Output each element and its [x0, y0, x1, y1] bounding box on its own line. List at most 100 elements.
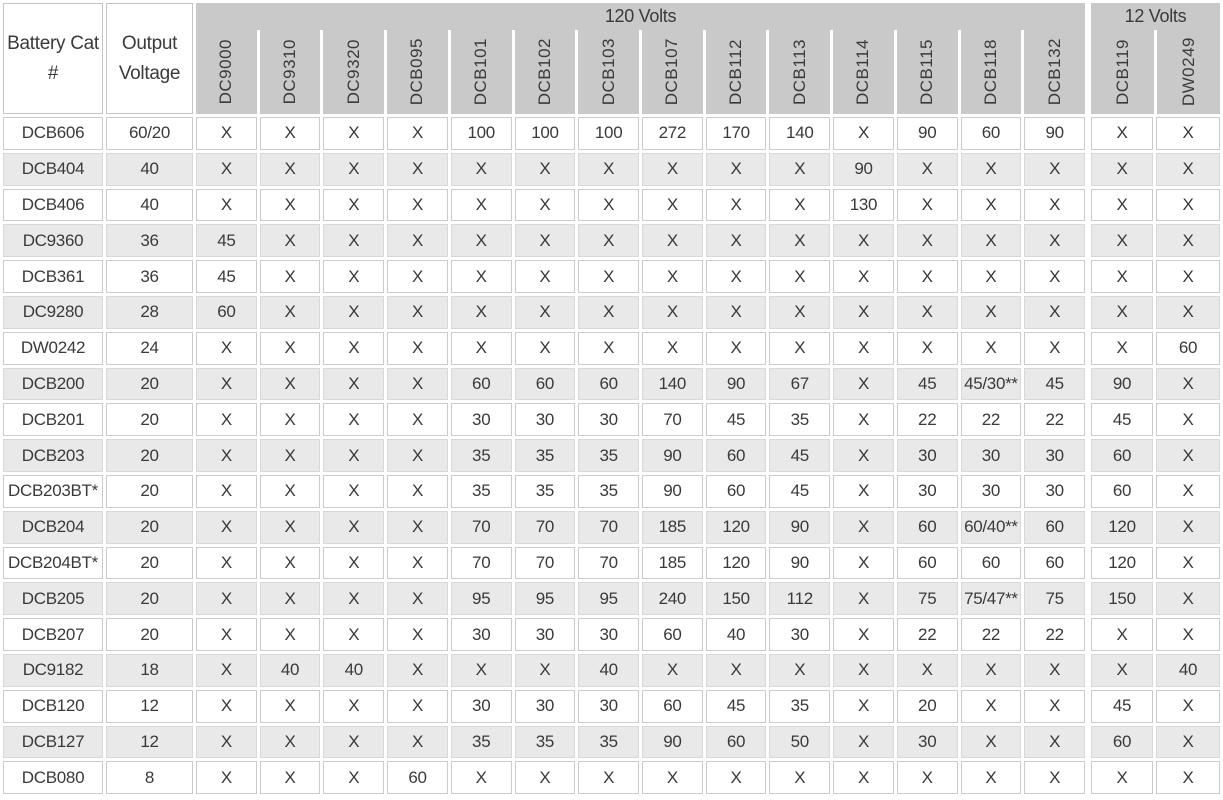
charge-time-cell: X: [450, 152, 512, 186]
charge-time-cell: X: [196, 403, 257, 437]
charge-time-cell: 60: [196, 295, 257, 329]
charge-time-cell: X: [1156, 188, 1220, 222]
column-header-label: DC9310: [280, 39, 300, 105]
charge-time-cell: X: [259, 546, 321, 580]
charge-time-cell: X: [1091, 295, 1153, 329]
charge-time-cell: 60: [1024, 510, 1085, 544]
charge-time-cell: X: [387, 439, 448, 472]
table-row-dcb361: DCB361 36 45 X X X X X X X X X X X X X X X: [3, 260, 1220, 293]
charge-time-cell: 45: [705, 689, 767, 723]
group-120-volts-columns: DC9000 DC9310 DC9320 DCB095 DCB101 DCB102 DCB1…: [196, 30, 1085, 114]
charge-time-cell: 140: [642, 367, 703, 401]
charge-time-cell: X: [387, 725, 448, 759]
column-header-label: DCB095: [407, 38, 427, 106]
column-header-label: DC9320: [343, 39, 363, 105]
charge-time-cell: 30: [960, 474, 1022, 508]
charge-time-cell: 22: [960, 618, 1022, 651]
charge-time-cell: 100: [578, 117, 639, 150]
column-header-dcb112: DCB112: [705, 30, 767, 114]
battery-cat-cell: DCB606: [3, 117, 103, 150]
battery-cat-cell: DCB200: [3, 367, 103, 401]
charge-time-cell: 40: [705, 618, 767, 651]
output-voltage-cell: 20: [106, 403, 193, 437]
battery-cat-cell: DCB204: [3, 510, 103, 544]
charge-time-cell: X: [1156, 295, 1220, 329]
output-voltage-cell: 40: [106, 152, 193, 186]
charge-time-cell: X: [960, 224, 1022, 258]
battery-cat-cell: DCB205: [3, 582, 103, 616]
table-row-dc9280: DC9280 28 60 X X X X X X X X X X X X X X X: [3, 295, 1220, 329]
charge-time-cell: X: [769, 152, 831, 186]
charge-time-cell: X: [960, 260, 1022, 293]
charge-time-cell: 170: [705, 117, 767, 150]
charge-time-cell: X: [1024, 295, 1085, 329]
table-body: DCB606 60/20 X X X X 100 100 100 272 170 140 X 90 60 90…: [3, 117, 1220, 795]
column-header-dc9310: DC9310: [259, 30, 321, 114]
charge-time-cell: 35: [514, 725, 576, 759]
charge-time-cell: X: [833, 761, 894, 795]
charge-time-cell: X: [514, 761, 576, 795]
charge-time-cell: X: [196, 152, 257, 186]
column-header-label: DCB119: [1112, 39, 1132, 105]
charge-time-cell: X: [1156, 439, 1220, 472]
charge-time-cell: X: [642, 331, 703, 365]
charge-time-cell: 30: [578, 403, 639, 437]
charge-time-cell: 30: [514, 689, 576, 723]
charge-time-cell: 30: [896, 725, 958, 759]
charge-time-cell: 30: [896, 474, 958, 508]
table-row-dcb203: DCB203 20 X X X X 35 35 35 90 60 45 X 30 30 30 60 X: [3, 439, 1220, 472]
charge-time-cell: 150: [1091, 582, 1153, 616]
charge-time-cell: 35: [578, 725, 639, 759]
charge-time-cell: X: [833, 367, 894, 401]
charge-time-cell: 60: [450, 367, 512, 401]
charge-time-cell: 45: [1024, 367, 1085, 401]
charge-time-cell: X: [896, 653, 958, 687]
output-voltage-cell: 20: [106, 546, 193, 580]
charge-time-cell: 40: [578, 653, 639, 687]
charge-time-cell: X: [514, 295, 576, 329]
charge-time-cell: X: [1091, 618, 1153, 651]
charge-time-cell: 40: [1156, 653, 1220, 687]
charge-time-cell: X: [323, 725, 385, 759]
charge-time-cell: 70: [578, 546, 639, 580]
output-voltage-header: Output Voltage: [106, 3, 193, 114]
charge-time-cell: 35: [769, 403, 831, 437]
charge-time-cell: X: [323, 260, 385, 293]
charge-time-cell: X: [1156, 689, 1220, 723]
charge-time-cell: 60: [705, 474, 767, 508]
charge-time-cell: X: [259, 188, 321, 222]
charge-time-cell: X: [450, 331, 512, 365]
charge-time-cell: X: [387, 188, 448, 222]
group-120-volts: 120 Volts DC9000 DC9310 DC9320 DCB095 DCB101…: [196, 3, 1085, 114]
charge-time-cell: X: [387, 152, 448, 186]
output-voltage-cell: 20: [106, 582, 193, 616]
charge-time-cell: 67: [769, 367, 831, 401]
output-voltage-cell: 20: [106, 510, 193, 544]
charge-time-cell: X: [387, 331, 448, 365]
charge-time-cell: 22: [1024, 403, 1085, 437]
battery-cat-header: Battery Cat #: [3, 3, 103, 114]
charge-time-cell: X: [323, 367, 385, 401]
charge-time-cell: X: [578, 761, 639, 795]
charge-time-cell: 40: [259, 653, 321, 687]
charge-time-cell: X: [259, 331, 321, 365]
charge-time-cell: X: [196, 582, 257, 616]
charge-time-cell: 60: [578, 367, 639, 401]
charge-time-cell: 60: [1091, 439, 1153, 472]
charge-time-cell: 130: [833, 188, 894, 222]
charge-time-cell: 90: [642, 439, 703, 472]
column-header-label: DC9000: [216, 39, 236, 105]
column-header-dcb103: DCB103: [578, 30, 639, 114]
charge-time-cell: X: [769, 295, 831, 329]
table-header: Battery Cat # Output Voltage 120 Volts D…: [3, 3, 1220, 114]
column-header-label: DCB101: [471, 38, 491, 106]
charge-time-cell: X: [833, 618, 894, 651]
charge-time-cell: X: [1156, 474, 1220, 508]
charge-time-cell: X: [387, 117, 448, 150]
charge-time-cell: 90: [896, 117, 958, 150]
charge-time-cell: X: [769, 188, 831, 222]
table-row-dcb204: DCB204 20 X X X X 70 70 70 185 120 90 X 60 60/40** 60 12…: [3, 510, 1220, 544]
charge-time-cell: 120: [1091, 510, 1153, 544]
charge-time-cell: X: [196, 474, 257, 508]
charge-time-cell: X: [578, 152, 639, 186]
